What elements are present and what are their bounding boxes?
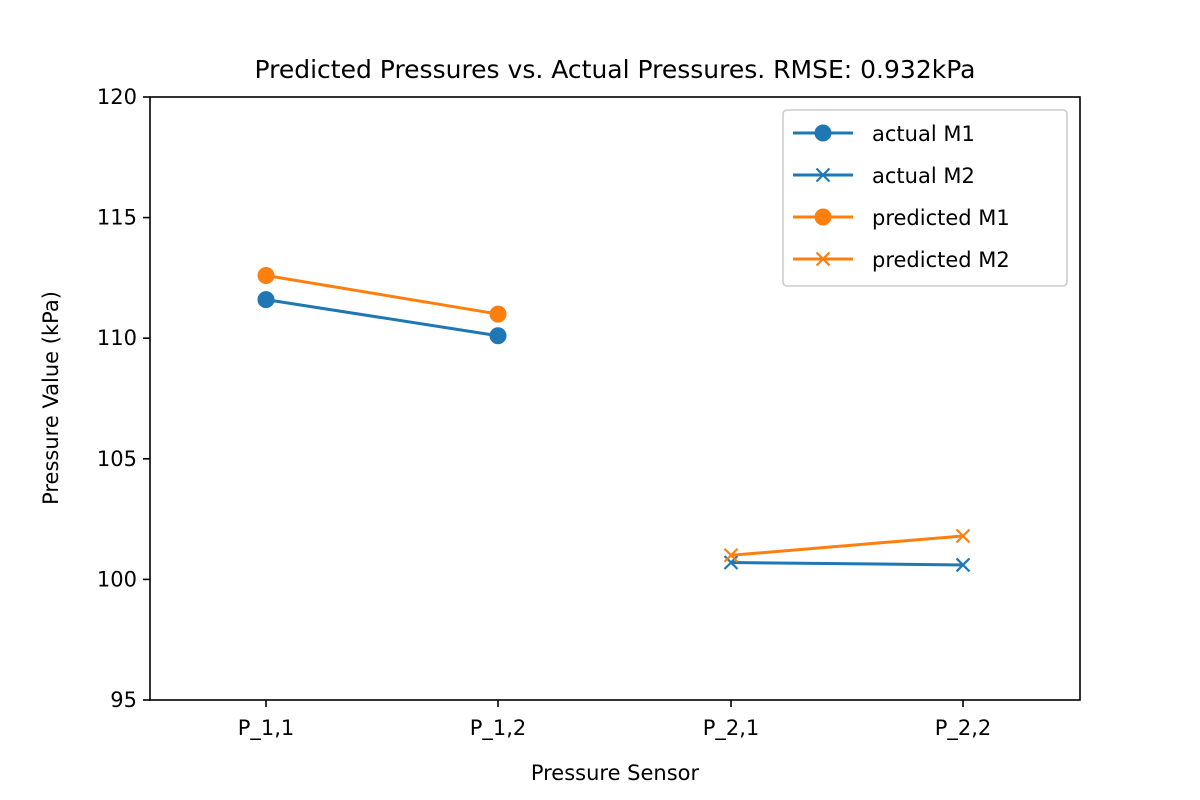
legend-item-predicted-m2: predicted M2 [793,248,1010,272]
legend-swatch-marker [814,208,832,226]
data-point-actual-m1 [489,327,507,345]
y-tick-label: 110 [97,326,137,350]
x-axis-label: Pressure Sensor [531,761,700,785]
series-predicted-m1 [257,266,507,323]
y-tick-label: 120 [97,85,137,109]
legend-swatch-marker-stroke [815,167,831,183]
data-point-predicted-m2-stroke [955,528,971,544]
x-axis: P_1,1 P_1,2 P_2,1 P_2,2 [238,700,992,741]
legend-item-actual-m1: actual M1 [793,122,975,146]
data-point-predicted-m2 [723,548,739,563]
legend-label: predicted M1 [872,206,1010,230]
legend-item-actual-m2: actual M2 [793,164,975,188]
data-point-actual-m2 [955,557,971,573]
data-point-predicted-m2 [955,528,971,544]
legend-swatch-marker [815,167,831,183]
y-tick-label: 95 [110,688,137,712]
series-predicted-m2 [723,528,971,563]
x-tick-label: P_1,2 [470,716,527,741]
legend-swatch-marker [815,251,831,267]
y-tick-label: 115 [97,206,137,230]
y-tick-label: 105 [97,447,137,471]
data-point-predicted-m2-stroke [723,548,739,563]
legend-label: actual M1 [872,122,975,146]
y-axis-label: Pressure Value (kPa) [39,291,63,505]
series-line-predicted-m1 [264,273,500,316]
y-tick-label: 100 [97,567,137,591]
legend-box [782,109,1068,287]
legend-label: predicted M2 [872,248,1010,272]
legend-item-predicted-m1: predicted M1 [793,206,1010,230]
series-line-actual-m2 [729,561,965,567]
data-point-predicted-m1 [489,305,507,323]
legend-swatch-marker [814,124,832,142]
legend: actual M1 actual M2 predicted M1 predicted … [782,109,1068,287]
y-axis: 95 100 105 110 115 120 [97,85,150,712]
x-tick-label: P_1,1 [238,716,295,741]
plot-area-frame [149,96,1081,701]
data-point-predicted-m1 [257,266,275,284]
series-actual-m2 [723,555,971,573]
series-layer [257,266,971,573]
legend-label: actual M2 [872,164,975,188]
series-line-actual-m1 [264,297,500,338]
x-tick-label: P_2,2 [935,716,992,741]
x-tick-label: P_2,1 [703,716,760,741]
data-point-actual-m2-stroke [955,557,971,573]
series-line-predicted-m2 [729,534,965,557]
legend-swatch-marker-stroke [815,251,831,267]
data-point-actual-m1 [257,291,275,309]
series-actual-m1 [257,291,507,345]
chart-title: Predicted Pressures vs. Actual Pressures… [255,55,976,84]
